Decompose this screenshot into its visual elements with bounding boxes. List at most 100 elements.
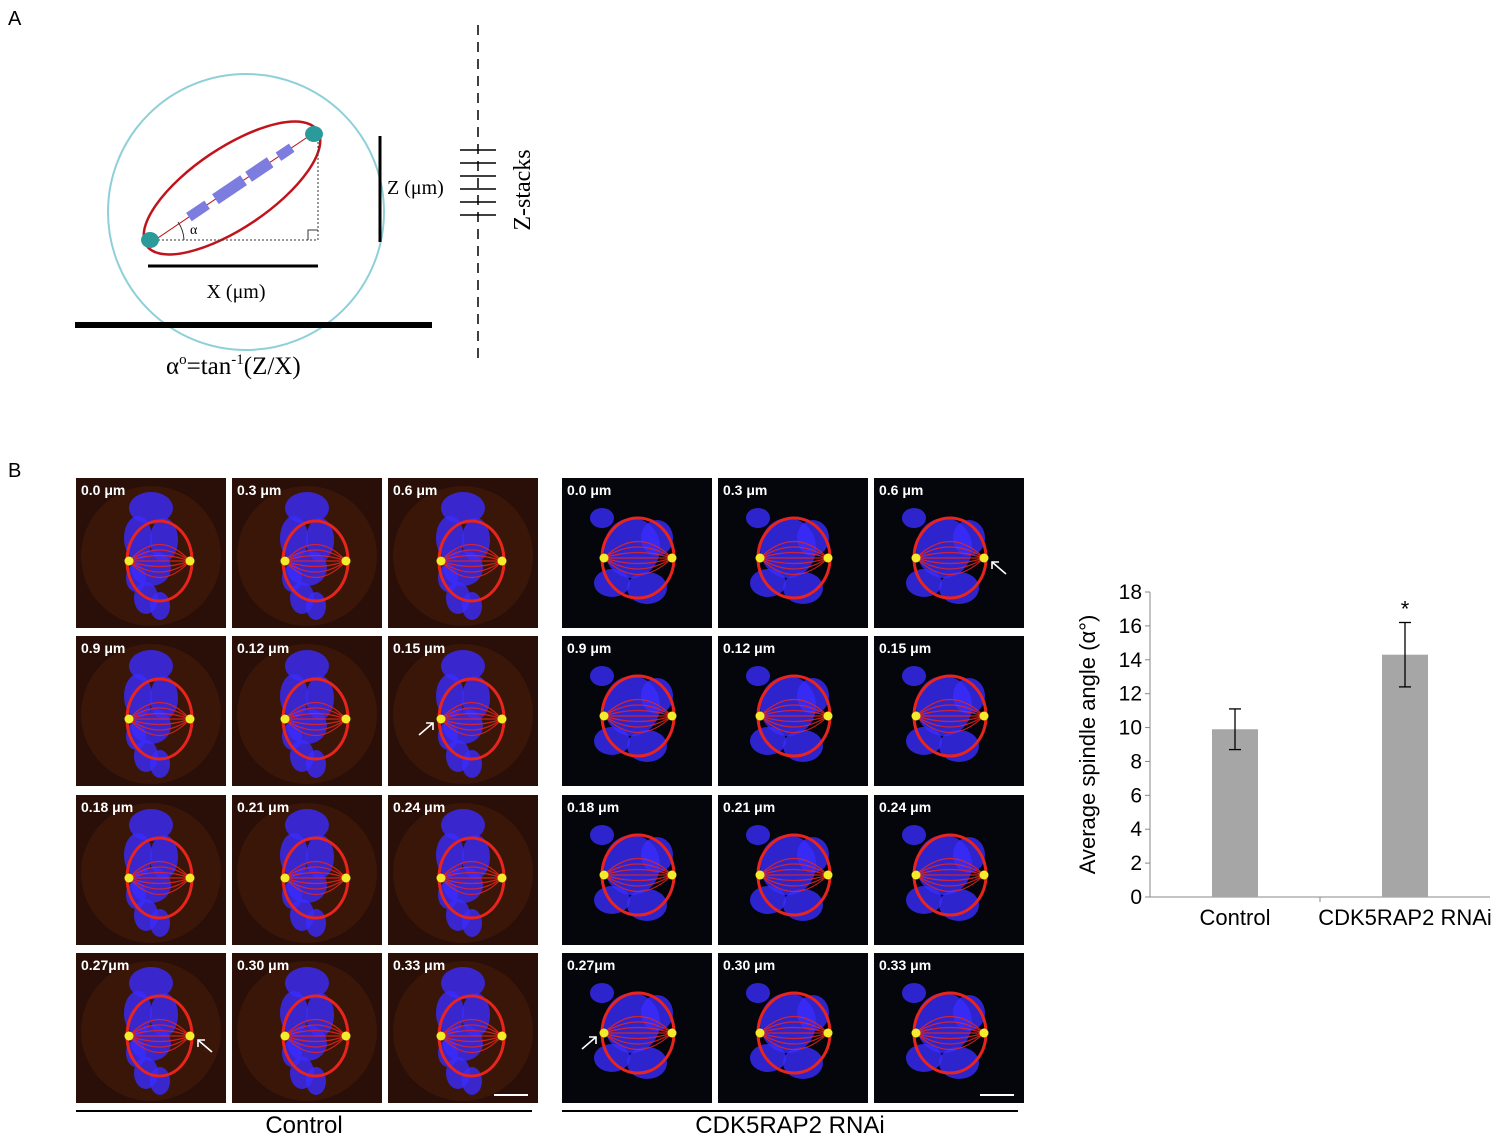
z-depth-label: 0.27μm bbox=[567, 957, 616, 973]
micrograph-tile: 0.0 μm bbox=[76, 478, 226, 628]
error-bar bbox=[1229, 708, 1241, 751]
spindle-image bbox=[718, 795, 868, 945]
arrow-icon bbox=[991, 561, 1007, 575]
micrograph-tile: 0.33 μm bbox=[388, 953, 538, 1103]
spindle-image bbox=[718, 478, 868, 628]
z-depth-label: 0.12 μm bbox=[237, 640, 290, 656]
z-depth-label: 0.9 μm bbox=[81, 640, 126, 656]
spindle-image bbox=[562, 953, 712, 1103]
z-depth-label: 0.30 μm bbox=[237, 957, 290, 973]
micrograph-tile: 0.3 μm bbox=[718, 478, 868, 628]
micrograph-tile: 0.21 μm bbox=[232, 795, 382, 945]
z-depth-label: 0.6 μm bbox=[879, 482, 924, 498]
spindle-image bbox=[76, 795, 226, 945]
bar bbox=[1212, 729, 1258, 897]
micrograph-tile: 0.12 μm bbox=[232, 636, 382, 786]
chromosome-3 bbox=[245, 157, 274, 182]
z-label: Z (μm) bbox=[387, 177, 444, 199]
spindle-image bbox=[388, 636, 538, 786]
spindle-image bbox=[76, 636, 226, 786]
micrograph-tile: 0.18 μm bbox=[76, 795, 226, 945]
spindle-image bbox=[718, 953, 868, 1103]
z-depth-label: 0.3 μm bbox=[237, 482, 282, 498]
micrograph-tile: 0.15 μm bbox=[874, 636, 1024, 786]
y-tick-label: 18 bbox=[1119, 581, 1142, 604]
spindle-angle-diagram: α X (μm) Z (μm) Z-stacks αo=tan-1(Z/X) bbox=[75, 25, 536, 380]
z-depth-label: 0.30 μm bbox=[723, 957, 776, 973]
spindle-image bbox=[232, 478, 382, 628]
z-depth-label: 0.21 μm bbox=[237, 799, 290, 815]
y-tick-label: 8 bbox=[1130, 750, 1142, 773]
spindle-image bbox=[76, 953, 226, 1103]
control-group-line bbox=[76, 1110, 532, 1112]
micrograph-tile: 0.12 μm bbox=[718, 636, 868, 786]
z-depth-label: 0.15 μm bbox=[393, 640, 446, 656]
y-tick-label: 0 bbox=[1130, 886, 1142, 909]
spindle-image bbox=[718, 636, 868, 786]
micrograph-tile: 0.9 μm bbox=[76, 636, 226, 786]
y-tick-label: 14 bbox=[1119, 649, 1143, 672]
chromosome-4 bbox=[275, 143, 295, 161]
micrograph-tile: 0.9 μm bbox=[562, 636, 712, 786]
z-depth-label: 0.15 μm bbox=[879, 640, 932, 656]
z-depth-label: 0.33 μm bbox=[393, 957, 446, 973]
z-depth-label: 0.21 μm bbox=[723, 799, 776, 815]
significance-marker: * bbox=[1401, 597, 1410, 622]
micrograph-tile: 0.0 μm bbox=[562, 478, 712, 628]
z-stacks-label: Z-stacks bbox=[510, 149, 536, 230]
y-tick-label: 10 bbox=[1119, 717, 1142, 740]
micrograph-tile: 0.18 μm bbox=[562, 795, 712, 945]
spindle-image bbox=[232, 636, 382, 786]
arrow-icon bbox=[581, 1036, 597, 1050]
z-depth-label: 0.0 μm bbox=[567, 482, 612, 498]
micrograph-tile: 0.30 μm bbox=[718, 953, 868, 1103]
z-depth-label: 0.9 μm bbox=[567, 640, 612, 656]
spindle-image bbox=[388, 478, 538, 628]
micrograph-tile: 0.24 μm bbox=[388, 795, 538, 945]
micrograph-tile: 0.21 μm bbox=[718, 795, 868, 945]
micrograph-tile: 0.15 μm bbox=[388, 636, 538, 786]
bar bbox=[1382, 654, 1428, 897]
centrosome-right bbox=[305, 126, 323, 142]
z-depth-label: 0.27μm bbox=[81, 957, 130, 973]
z-depth-label: 0.0 μm bbox=[81, 482, 126, 498]
panel-label-b: B bbox=[8, 460, 22, 482]
z-depth-label: 0.33 μm bbox=[879, 957, 932, 973]
chromosome-1 bbox=[186, 200, 210, 222]
control-group-label: Control bbox=[265, 1112, 343, 1139]
micrograph-tile: 0.27μm bbox=[562, 953, 712, 1103]
micrograph-tile: 0.33 μm bbox=[874, 953, 1024, 1103]
angle-formula: αo=tan-1(Z/X) bbox=[166, 352, 301, 380]
arrow-icon bbox=[418, 722, 434, 736]
chromosome-2 bbox=[212, 175, 247, 205]
x-tick-label: Control bbox=[1200, 905, 1271, 930]
micrograph-tile: 0.6 μm bbox=[874, 478, 1024, 628]
spindle-image bbox=[232, 953, 382, 1103]
right-angle-mark bbox=[307, 229, 318, 240]
y-tick-label: 16 bbox=[1119, 615, 1142, 638]
error-bar bbox=[1399, 621, 1411, 688]
z-depth-label: 0.3 μm bbox=[723, 482, 768, 498]
z-depth-label: 0.18 μm bbox=[567, 799, 620, 815]
z-depth-label: 0.24 μm bbox=[393, 799, 446, 815]
spindle-image bbox=[874, 795, 1024, 945]
spindle-image bbox=[232, 795, 382, 945]
angle-arc bbox=[177, 221, 185, 241]
spindle-image bbox=[76, 478, 226, 628]
spindle-image bbox=[874, 953, 1024, 1103]
micrograph-tile: 0.27μm bbox=[76, 953, 226, 1103]
y-tick-label: 12 bbox=[1119, 683, 1142, 706]
micrograph-tile: 0.24 μm bbox=[874, 795, 1024, 945]
spindle-image bbox=[874, 478, 1024, 628]
spindle-image bbox=[388, 953, 538, 1103]
micrograph-tile: 0.3 μm bbox=[232, 478, 382, 628]
micrograph-tile: 0.30 μm bbox=[232, 953, 382, 1103]
spindle-image bbox=[562, 795, 712, 945]
y-tick-label: 6 bbox=[1130, 784, 1142, 807]
y-tick-label: 4 bbox=[1130, 818, 1142, 841]
cell-outline bbox=[107, 73, 385, 351]
x-tick-label: CDK5RAP2 RNAi bbox=[1318, 905, 1492, 930]
spindle-angle-bar-chart: 0 2 4 6 8 10 12 14 16 18 Average spindle angle (α°… bbox=[1075, 581, 1492, 930]
micrograph-tile: 0.6 μm bbox=[388, 478, 538, 628]
rnai-group-line bbox=[562, 1110, 1018, 1112]
